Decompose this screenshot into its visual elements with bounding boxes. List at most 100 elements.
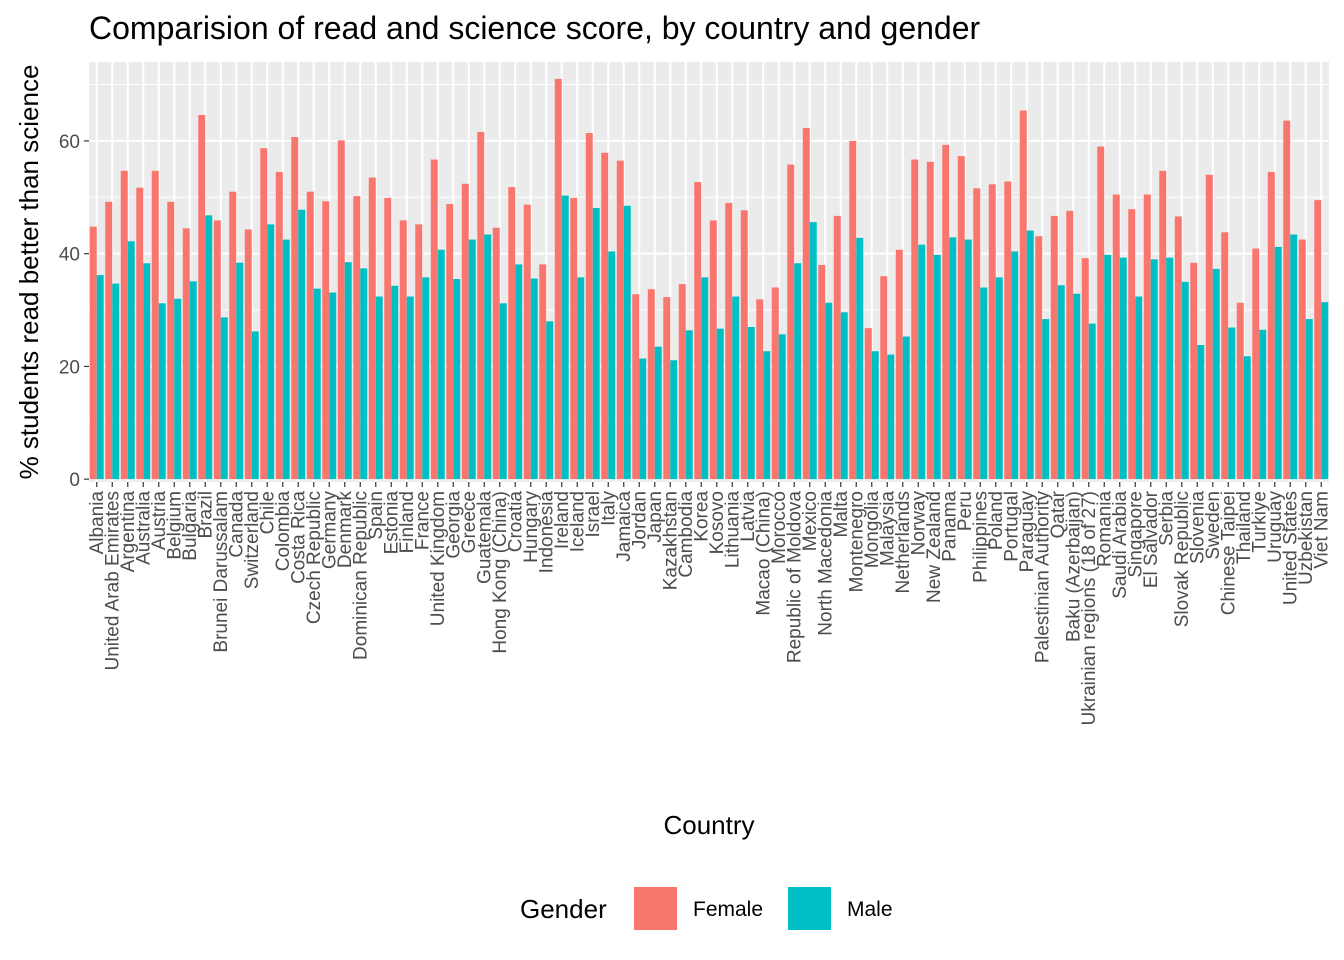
bar-female <box>771 287 779 480</box>
x-tick-label: Palestinian Authority <box>1032 491 1053 664</box>
bar-male <box>577 277 585 480</box>
x-tick-label: Paraguay <box>1017 491 1038 573</box>
bar-male <box>856 237 864 480</box>
bar-female <box>1236 302 1244 480</box>
bar-female <box>1283 120 1291 480</box>
x-tick-label: Kosovo <box>707 491 728 554</box>
bar-female <box>1081 258 1089 480</box>
bar-female <box>1267 171 1275 480</box>
y-tick-label: 0 <box>69 470 80 491</box>
bar-male <box>716 328 724 480</box>
x-tick-label: Montenegro <box>846 491 867 592</box>
bar-male <box>96 275 104 480</box>
bar-female <box>415 224 423 480</box>
bar-male <box>484 234 492 480</box>
x-tick-label: Uruguay <box>1265 491 1286 563</box>
x-tick-label: Iceland <box>567 491 588 552</box>
legend-label-male: Male <box>847 898 893 921</box>
x-tick-label: Spain <box>366 491 387 540</box>
bar-male <box>871 351 879 480</box>
bar-male <box>995 277 1003 480</box>
bar-female <box>1035 236 1043 480</box>
bar-male <box>375 296 383 480</box>
x-tick-label: Peru <box>955 491 976 531</box>
bar-female <box>213 220 221 480</box>
x-tick-label: Lithuania <box>722 491 743 569</box>
bar-male <box>902 336 910 480</box>
x-tick-label: Argentina <box>118 491 139 573</box>
x-tick-label: Norway <box>908 491 929 556</box>
bar-male <box>267 224 275 480</box>
x-tick-label: Poland <box>986 491 1007 550</box>
bar-male <box>251 331 259 480</box>
bar-male <box>220 317 228 480</box>
x-tick-label: Sweden <box>1203 491 1224 560</box>
y-tick-label: 20 <box>59 357 80 378</box>
bar-female <box>802 127 810 480</box>
bar-female <box>337 140 345 480</box>
bar-male <box>561 195 569 480</box>
x-tick-label: Morocco <box>769 491 790 564</box>
x-tick-label: Ireland <box>552 491 573 549</box>
x-tick-label: Georgia <box>443 491 464 559</box>
bar-female <box>1112 194 1120 480</box>
x-tick-label: Australia <box>133 491 154 565</box>
bar-male <box>1026 230 1034 480</box>
bar-female <box>926 161 934 480</box>
bar-male <box>468 239 476 480</box>
bar-male <box>918 244 926 480</box>
x-tick-label: Netherlands <box>893 491 914 593</box>
bar-female <box>895 249 903 480</box>
bar-male <box>747 326 755 480</box>
bar-male <box>499 303 507 480</box>
bar-female <box>1019 110 1027 480</box>
bar-male <box>1150 259 1158 480</box>
legend-label-female: Female <box>693 898 763 921</box>
y-tick-label: 40 <box>59 245 80 266</box>
bar-female <box>570 197 578 480</box>
bar-male <box>1305 319 1313 480</box>
bar-female <box>678 284 686 480</box>
bar-female <box>539 264 547 480</box>
x-tick-label: Canada <box>226 491 247 558</box>
x-tick-label: Latvia <box>738 491 759 542</box>
x-tick-label: Estonia <box>381 491 402 555</box>
x-tick-label: Denmark <box>335 491 356 569</box>
bar-female <box>787 164 795 480</box>
x-tick-label: Qatar <box>1048 490 1069 538</box>
x-tick-label: El Salvador <box>1141 490 1162 588</box>
bar-female <box>105 201 113 480</box>
bar-female <box>973 188 981 480</box>
x-tick-label: United Arab Emirates <box>102 491 123 671</box>
bar-female <box>1159 170 1167 480</box>
x-tick-label: Switzerland <box>242 491 263 589</box>
bar-female <box>151 170 159 480</box>
x-tick-label: United States <box>1280 491 1301 605</box>
legend-swatch-female <box>634 887 677 930</box>
bar-male <box>623 205 631 480</box>
bar-female <box>1205 174 1213 480</box>
bar-male <box>1243 356 1251 480</box>
bar-female <box>911 159 919 480</box>
bar-male <box>1011 251 1019 480</box>
x-tick-label: Colombia <box>273 491 294 572</box>
bar-male <box>732 296 740 480</box>
bar-female <box>1174 216 1182 480</box>
bar-female <box>864 328 872 480</box>
x-tick-label: Singapore <box>1125 491 1146 578</box>
x-tick-label: Israel <box>583 491 604 537</box>
bar-male <box>763 351 771 480</box>
bar-male <box>1073 293 1081 480</box>
bar-female <box>694 182 702 480</box>
bar-male <box>515 264 523 480</box>
bar-male <box>282 239 290 480</box>
bar-female <box>616 160 624 480</box>
bar-female <box>818 264 826 480</box>
x-tick-label: Dominican Republic <box>350 491 371 660</box>
x-tick-label: New Zealand <box>924 491 945 603</box>
bar-male <box>530 278 538 480</box>
x-tick-label: Indonesia <box>536 491 557 574</box>
bar-male <box>1104 254 1112 480</box>
x-tick-label: Albania <box>87 491 108 555</box>
